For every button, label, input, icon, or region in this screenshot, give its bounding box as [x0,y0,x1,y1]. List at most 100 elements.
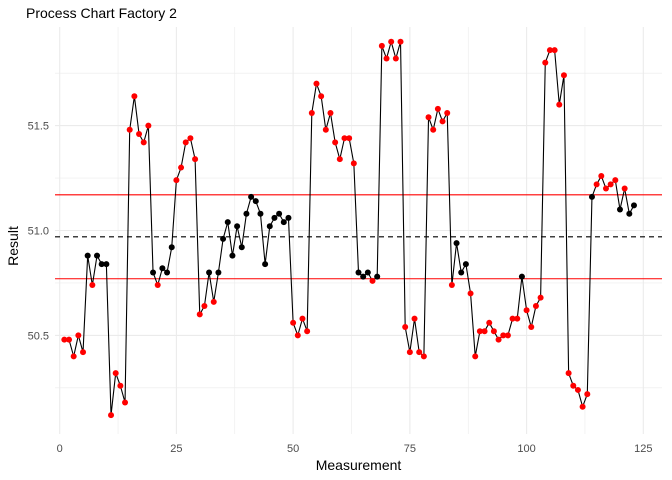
data-point-out-of-control [313,80,320,87]
data-point-out-of-control [66,336,73,343]
data-point-out-of-control [528,324,535,331]
y-tick-label: 51.0 [28,226,49,238]
data-point-out-of-control [80,349,87,356]
data-point [98,261,105,268]
data-point-out-of-control [89,282,96,289]
data-point-out-of-control [131,93,138,100]
data-point-out-of-control [546,47,553,54]
data-point-out-of-control [411,315,418,322]
data-point-out-of-control [388,38,395,45]
chart-title: Process Chart Factory 2 [26,5,177,21]
data-point-out-of-control [332,139,339,146]
data-point-out-of-control [61,336,68,343]
data-point-out-of-control [182,139,189,146]
data-point [206,269,213,276]
data-point-out-of-control [416,349,423,356]
data-point [168,244,175,251]
data-point [616,206,623,213]
data-point [453,240,460,247]
x-tick-label: 100 [517,443,535,455]
data-point-out-of-control [486,319,493,326]
data-point-out-of-control [598,172,605,179]
data-point-out-of-control [308,110,315,117]
data-point-out-of-control [383,55,390,62]
data-point-out-of-control [392,55,399,62]
data-point [94,252,101,259]
data-point-out-of-control [542,59,549,66]
data-point-out-of-control [299,315,306,322]
data-point [280,219,287,226]
data-point-out-of-control [593,181,600,188]
data-point-out-of-control [402,324,409,331]
y-axis-title: Result [5,226,21,266]
data-point [150,269,157,276]
data-point [243,210,250,217]
data-point [215,269,222,276]
data-point-out-of-control [336,156,343,163]
data-point-out-of-control [551,47,558,54]
data-point-out-of-control [490,328,497,335]
data-point [252,198,259,205]
data-point-out-of-control [294,332,301,339]
data-point-out-of-control [472,353,479,360]
data-point-out-of-control [210,298,217,305]
data-point-out-of-control [495,336,502,343]
data-point-out-of-control [112,370,119,377]
data-point-out-of-control [425,114,432,121]
x-tick-label: 50 [287,443,299,455]
data-point [360,273,367,280]
data-point [462,261,469,268]
data-point-out-of-control [378,42,385,49]
data-point-out-of-control [504,332,511,339]
data-point-out-of-control [290,319,297,326]
x-tick-label: 0 [57,443,63,455]
data-point-out-of-control [196,311,203,318]
data-point [159,265,166,272]
data-point-out-of-control [602,185,609,192]
data-point-out-of-control [612,177,619,184]
data-point-out-of-control [178,164,185,171]
data-point-out-of-control [201,303,208,310]
data-point-out-of-control [570,382,577,389]
data-point-out-of-control [579,403,586,410]
data-point-out-of-control [537,294,544,301]
data-point-out-of-control [350,160,357,167]
data-point [588,193,595,200]
data-point-out-of-control [304,328,311,335]
data-point-out-of-control [434,105,441,112]
data-point-out-of-control [187,135,194,142]
data-point [220,235,227,242]
data-point [364,269,371,276]
data-point-out-of-control [145,122,152,129]
data-point [229,252,236,259]
data-point-out-of-control [430,126,437,133]
data-point-out-of-control [122,399,129,406]
data-point-out-of-control [500,332,507,339]
y-tick-label: 51.5 [28,121,49,133]
data-point [238,244,245,251]
data-point [630,202,637,209]
data-point-out-of-control [509,315,516,322]
data-point-out-of-control [117,382,124,389]
data-point-out-of-control [126,126,133,133]
data-point [626,210,633,217]
data-point-out-of-control [481,328,488,335]
data-point [458,269,465,276]
grid [55,27,662,434]
x-tick-label: 25 [170,443,182,455]
data-point-out-of-control [136,130,143,137]
tick-labels: 0 25 50 75 100 125 50.5 51.0 51.5 [28,121,653,455]
data-point [518,273,525,280]
data-point-out-of-control [397,38,404,45]
data-point-out-of-control [75,332,82,339]
data-point-out-of-control [444,110,451,117]
data-point [164,269,171,276]
x-tick-label: 75 [404,443,416,455]
data-point [374,273,381,280]
data-point [257,210,264,217]
data-point-out-of-control [560,72,567,79]
data-point-out-of-control [607,181,614,188]
data-point-out-of-control [327,110,334,117]
data-series [61,38,637,419]
